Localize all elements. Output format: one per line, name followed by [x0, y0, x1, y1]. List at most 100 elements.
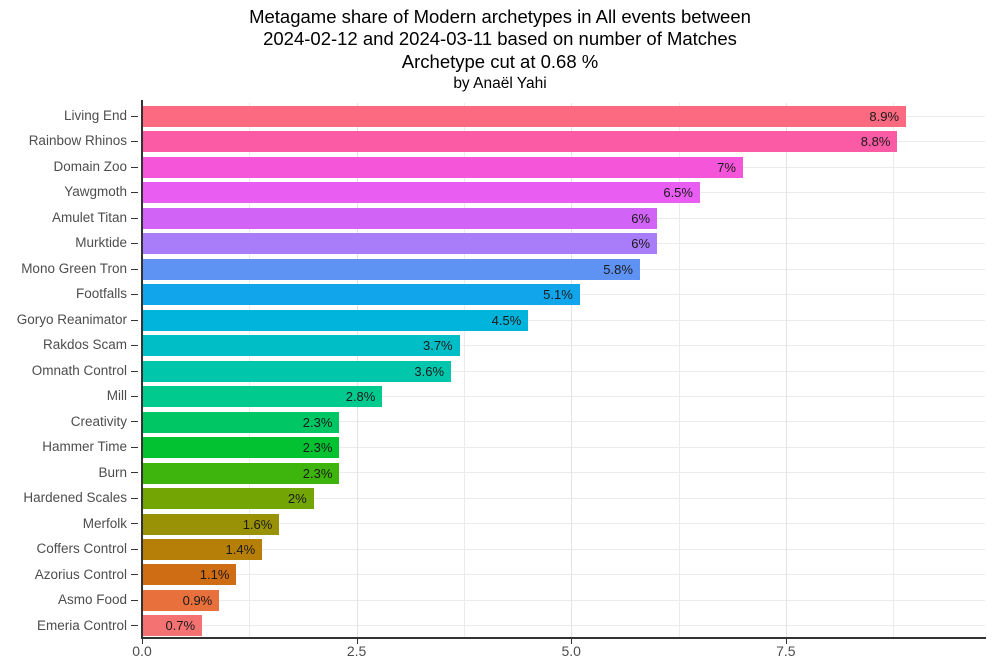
bar-row[interactable]: 2.3%: [142, 434, 985, 459]
bar-row[interactable]: 8.8%: [142, 128, 985, 153]
bar-row[interactable]: 8.9%: [142, 103, 985, 128]
y-axis-tick-label: Rakdos Scam: [42, 337, 127, 353]
bar-value-label: 6%: [631, 236, 651, 252]
bar-value-label: 7%: [717, 159, 736, 175]
x-axis-tick-label: 0.0: [132, 643, 152, 659]
bar[interactable]: [142, 258, 640, 280]
chart-title-line-1: Metagame share of Modern archetypes in A…: [249, 6, 751, 27]
bar[interactable]: [142, 105, 907, 127]
bar-row[interactable]: 6.5%: [142, 179, 985, 204]
bar[interactable]: [142, 615, 203, 637]
y-axis-tick-label: Mill: [106, 388, 127, 404]
y-axis-tick-mark: [131, 243, 138, 245]
bar[interactable]: [142, 207, 658, 229]
bar-value-label: 5.8%: [603, 261, 633, 277]
y-axis-tick-label: Domain Zoo: [53, 158, 127, 174]
bar-row[interactable]: 3.7%: [142, 332, 985, 357]
bar[interactable]: [142, 131, 898, 153]
bar-value-label: 6%: [631, 210, 651, 226]
bar-value-label: 1.4%: [225, 541, 256, 557]
y-axis-labels: Living End Rainbow Rhinos Domain Zoo Yawgmo…: [0, 103, 141, 638]
bar-row[interactable]: 5.8%: [142, 256, 985, 281]
bar-row[interactable]: 1.4%: [142, 536, 985, 561]
y-axis-tick-label: Omnath Control: [31, 362, 127, 378]
y-axis-tick-mark: [131, 141, 138, 143]
bar-row[interactable]: 0.7%: [142, 613, 985, 638]
bar-row[interactable]: 2.3%: [142, 409, 985, 434]
bar-value-label: 1.1%: [199, 567, 230, 583]
y-axis-tick-mark: [131, 217, 138, 219]
bar-row[interactable]: 4.5%: [142, 307, 985, 332]
bar[interactable]: [142, 335, 460, 357]
bar[interactable]: [142, 488, 314, 510]
bar-row[interactable]: 5.1%: [142, 281, 985, 306]
bar[interactable]: [142, 284, 580, 306]
y-axis-tick-mark: [131, 523, 138, 525]
chart-title-line-3: Archetype cut at 0.68 %: [401, 50, 599, 72]
bar-row[interactable]: 1.6%: [142, 511, 985, 536]
bar-row[interactable]: 2.3%: [142, 460, 985, 485]
x-axis-tick-label: 5.0: [561, 643, 581, 659]
bar-value-label: 3.7%: [422, 338, 453, 354]
bar[interactable]: [142, 462, 340, 484]
bar[interactable]: [142, 437, 340, 459]
y-axis-tick-mark: [131, 472, 138, 474]
y-axis-tick-label: Emeria Control: [36, 617, 127, 633]
bar-row[interactable]: 6%: [142, 230, 985, 255]
bar-value-label: 3.6%: [414, 363, 445, 379]
bar-row[interactable]: 7%: [142, 154, 985, 179]
y-axis-tick-label: Murktide: [75, 235, 127, 251]
x-axis-tick-mark: [142, 639, 143, 644]
y-axis-tick-label: Hammer Time: [42, 439, 127, 455]
bar-value-label: 2.3%: [302, 440, 333, 456]
bar-value-label: 0.9%: [182, 592, 213, 608]
bar-value-label: 5.1%: [543, 287, 573, 303]
y-axis-tick-label: Creativity: [70, 413, 127, 429]
bar-row[interactable]: 2.8%: [142, 383, 985, 408]
bar[interactable]: [142, 411, 340, 433]
chart-title-line-2: 2024-02-12 and 2024-03-11 based on numbe…: [263, 28, 737, 50]
bar-value-label: 4.5%: [491, 312, 522, 328]
y-axis-tick-label: Burn: [98, 464, 127, 480]
bar-value-label: 2%: [287, 491, 307, 507]
y-axis-tick-mark: [131, 319, 138, 321]
bar-value-label: 8.9%: [869, 108, 900, 124]
y-axis-tick-mark: [131, 395, 138, 397]
bar-value-label: 0.7%: [165, 618, 196, 634]
x-axis-line: [141, 637, 986, 639]
y-axis-tick-label: Rainbow Rhinos: [28, 133, 127, 149]
bar[interactable]: [142, 360, 452, 382]
bar[interactable]: [142, 538, 263, 560]
bar-row[interactable]: 1.1%: [142, 562, 985, 587]
y-axis-tick-mark: [131, 294, 138, 296]
y-axis-tick-mark: [131, 166, 138, 168]
bar[interactable]: [142, 513, 280, 535]
bar-value-label: 1.6%: [242, 516, 273, 532]
y-axis-tick-mark: [131, 599, 138, 601]
plot-area: 8.9% 8.8% 7% 6.5% 6% 6% 5.8% 5.1% 4.5% 3.7% 3.6% 2.…: [142, 103, 985, 638]
bar[interactable]: [142, 386, 383, 408]
bar-row[interactable]: 0.9%: [142, 587, 985, 612]
y-axis-tick-mark: [131, 446, 138, 448]
bar[interactable]: [142, 233, 658, 255]
y-axis-tick-label: Mono Green Tron: [21, 260, 127, 276]
bar-row[interactable]: 3.6%: [142, 358, 985, 383]
y-axis-tick-mark: [131, 192, 138, 194]
bar[interactable]: [142, 156, 743, 178]
bar[interactable]: [142, 589, 220, 611]
y-axis-tick-label: Footfalls: [75, 286, 127, 302]
y-axis-tick-label: Azorius Control: [34, 566, 127, 582]
bar[interactable]: [142, 564, 237, 586]
x-axis-tick-label: 2.5: [346, 643, 367, 659]
bar-row[interactable]: 6%: [142, 205, 985, 230]
bar-row[interactable]: 2%: [142, 485, 985, 510]
y-axis-tick-mark: [131, 625, 138, 627]
bar[interactable]: [142, 309, 529, 331]
y-axis-tick-mark: [131, 574, 138, 576]
bar[interactable]: [142, 182, 700, 204]
x-axis-tick-mark: [785, 639, 787, 644]
bar-value-label: 2.3%: [302, 465, 333, 481]
x-axis-tick-label: 7.5: [776, 643, 796, 659]
x-axis-tick-mark: [356, 639, 358, 644]
bar-value-label: 6.5%: [663, 185, 693, 201]
